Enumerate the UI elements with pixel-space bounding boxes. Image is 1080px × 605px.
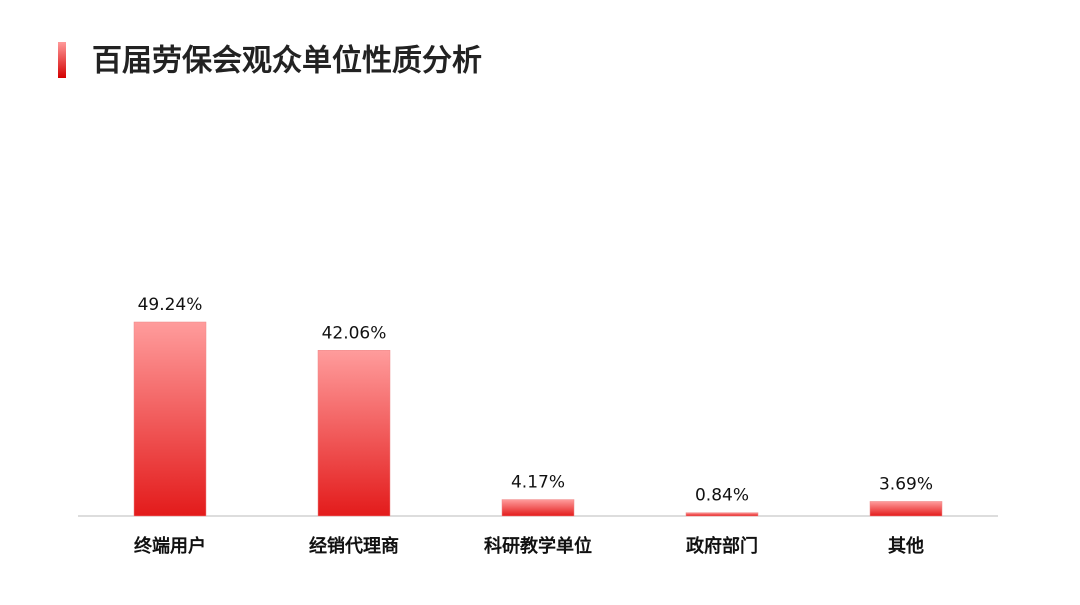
chart-title: 百届劳保会观众单位性质分析 bbox=[92, 44, 482, 79]
x-tick-label: 其他 bbox=[888, 535, 924, 557]
bar bbox=[133, 321, 207, 517]
bar bbox=[685, 512, 759, 517]
title-accent bbox=[58, 42, 66, 78]
value-label: 3.69% bbox=[879, 474, 933, 494]
x-tick-label: 科研教学单位 bbox=[484, 535, 592, 557]
x-tick-label: 经销代理商 bbox=[309, 535, 399, 557]
value-label: 49.24% bbox=[138, 295, 203, 315]
value-label: 4.17% bbox=[511, 473, 565, 493]
bar bbox=[317, 350, 391, 517]
bar bbox=[501, 499, 575, 517]
x-tick-label: 政府部门 bbox=[686, 535, 758, 557]
bar bbox=[869, 501, 943, 517]
value-label: 42.06% bbox=[322, 323, 387, 343]
x-tick-label: 终端用户 bbox=[134, 535, 206, 557]
value-label: 0.84% bbox=[695, 486, 749, 506]
